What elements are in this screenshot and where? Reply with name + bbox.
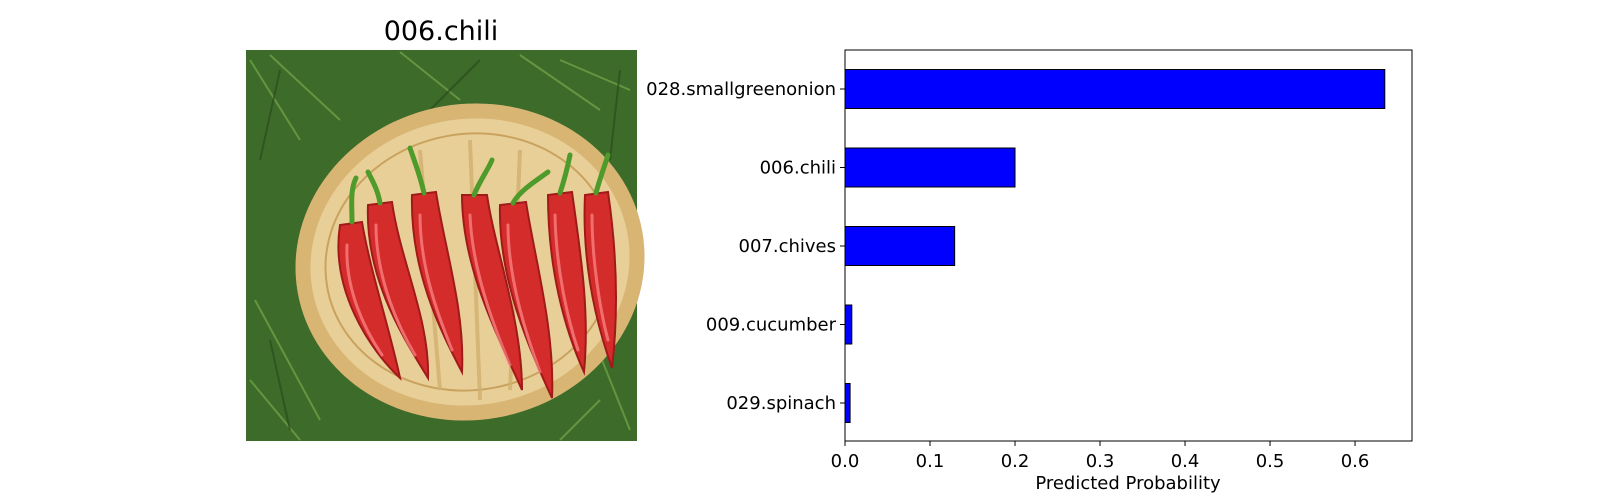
x-tick-label: 0.2 [1001, 451, 1030, 472]
y-tick-labels: 028.smallgreenonion 006.chili 007.chives 00… [646, 79, 845, 414]
bar-028.smallgreenonion [844, 69, 1386, 109]
x-tick-label: 0.3 [1086, 451, 1115, 472]
bar-029.spinach [844, 383, 851, 423]
y-tick-label: 009.cucumber [706, 315, 837, 336]
x-tick-label: 0.0 [831, 451, 860, 472]
x-axis-label: Predicted Probability [1035, 473, 1221, 494]
x-ticks: 0.0 0.1 0.2 0.3 0.4 0.5 0.6 [831, 441, 1370, 472]
bar-009.cucumber [844, 304, 853, 345]
x-tick-label: 0.6 [1341, 451, 1370, 472]
image-title: 006.chili [384, 16, 499, 47]
x-tick-label: 0.4 [1171, 451, 1200, 472]
bars [844, 69, 1386, 423]
bar-007.chives [844, 226, 956, 266]
y-tick-label: 006.chili [760, 158, 836, 179]
y-tick-label: 029.spinach [726, 393, 836, 414]
bar-chart: 028.smallgreenonion 006.chili 007.chives 00… [646, 49, 1413, 494]
x-tick-label: 0.5 [1256, 451, 1285, 472]
bar-006.chili [844, 147, 1016, 188]
chili-photo [246, 50, 645, 441]
image-panel: 006.chili [246, 16, 645, 441]
y-tick-label: 028.smallgreenonion [646, 79, 836, 100]
x-tick-label: 0.1 [916, 451, 945, 472]
y-tick-label: 007.chives [739, 236, 837, 257]
